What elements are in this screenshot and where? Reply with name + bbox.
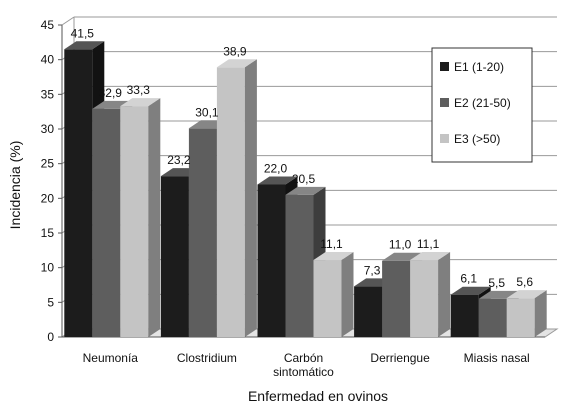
- data-label: 11,1: [417, 237, 440, 251]
- bar-side: [148, 98, 161, 338]
- y-tick-label: 5: [47, 295, 54, 309]
- legend-label: E2 (21-50): [454, 96, 511, 110]
- bar-side: [341, 252, 354, 337]
- bar-3-5: [506, 290, 547, 337]
- legend-swatch: [440, 134, 449, 143]
- bar-3-4: [410, 252, 451, 337]
- data-label: 5,6: [516, 275, 533, 289]
- data-labels: 41,5 32,9 33,3 23,2 30,1 38,9 22,0 20,5 11,1 7,3 1…: [71, 26, 534, 290]
- bar-front: [92, 108, 121, 337]
- y-tick-label: 0: [47, 330, 54, 344]
- bar-front: [285, 194, 314, 337]
- bar-3-2: [216, 59, 257, 337]
- data-label: 5,5: [488, 276, 505, 290]
- bar-top: [285, 186, 326, 195]
- legend-label: E1 (1-20): [454, 60, 504, 74]
- y-tick-label: 40: [41, 53, 55, 67]
- data-label: 7,3: [364, 263, 381, 277]
- bar-front: [382, 260, 411, 337]
- bar-front: [450, 294, 479, 337]
- legend: E1 (1-20) E2 (21-50) E3 (>50): [431, 47, 533, 163]
- bar-front: [354, 286, 383, 337]
- bar-top: [450, 286, 491, 295]
- x-tick-label: Neumonía: [83, 351, 139, 365]
- x-tick-label: Derriengue: [370, 351, 430, 365]
- data-label: 33,3: [127, 83, 151, 97]
- data-label: 41,5: [71, 26, 95, 40]
- bar-front: [216, 67, 245, 337]
- bar-front: [188, 128, 217, 337]
- y-axis-title: Incidencia (%): [7, 141, 23, 230]
- data-label: 38,9: [223, 44, 247, 58]
- bar-front: [64, 49, 93, 338]
- y-tick-label: 15: [41, 226, 55, 240]
- bar-top: [313, 252, 354, 261]
- x-tick-label: Miasis nasal: [464, 351, 530, 365]
- data-label: 11,0: [389, 238, 412, 252]
- bar-front: [506, 298, 535, 337]
- x-tick-label: sintomático: [273, 365, 334, 379]
- legend-swatch: [440, 98, 449, 107]
- data-label: 22,0: [264, 161, 288, 175]
- bars: [64, 41, 547, 338]
- legend-swatch: [440, 62, 449, 71]
- y-tick-label: 35: [41, 87, 55, 101]
- bar-3-3: [313, 252, 354, 337]
- bar-top: [506, 290, 547, 299]
- bar-front: [160, 176, 189, 337]
- bar-front: [257, 184, 286, 337]
- x-tick-label: Carbón: [284, 351, 323, 365]
- gridline-connector: [61, 16, 75, 26]
- y-tick-label: 10: [41, 261, 55, 275]
- bar-top: [257, 176, 298, 185]
- data-label: 30,1: [195, 105, 219, 119]
- x-tick-label: Clostridium: [177, 351, 237, 365]
- bar-front: [410, 260, 439, 337]
- bar-front: [120, 106, 149, 338]
- data-label: 11,1: [320, 237, 343, 251]
- bar-side: [244, 59, 257, 337]
- bar-3-1: [120, 98, 161, 338]
- legend-label: E3 (>50): [454, 132, 500, 146]
- bar-front: [313, 260, 342, 337]
- data-label: 6,1: [460, 272, 477, 286]
- data-label: 32,9: [99, 86, 123, 100]
- x-axis-title: Enfermedad en ovinos: [248, 388, 388, 404]
- bar-top: [410, 252, 451, 261]
- bar-top: [120, 98, 161, 107]
- bar-side: [534, 290, 547, 337]
- y-tick-label: 30: [41, 122, 55, 136]
- y-tick-label: 20: [41, 191, 55, 205]
- bar-top: [216, 59, 257, 68]
- data-label: 20,5: [292, 172, 316, 186]
- bar-side: [438, 252, 451, 337]
- y-tick-label: 45: [41, 18, 55, 32]
- y-tick-label: 25: [41, 157, 55, 171]
- bar-front: [478, 298, 507, 337]
- data-label: 23,2: [167, 153, 191, 167]
- bar-top: [64, 41, 105, 50]
